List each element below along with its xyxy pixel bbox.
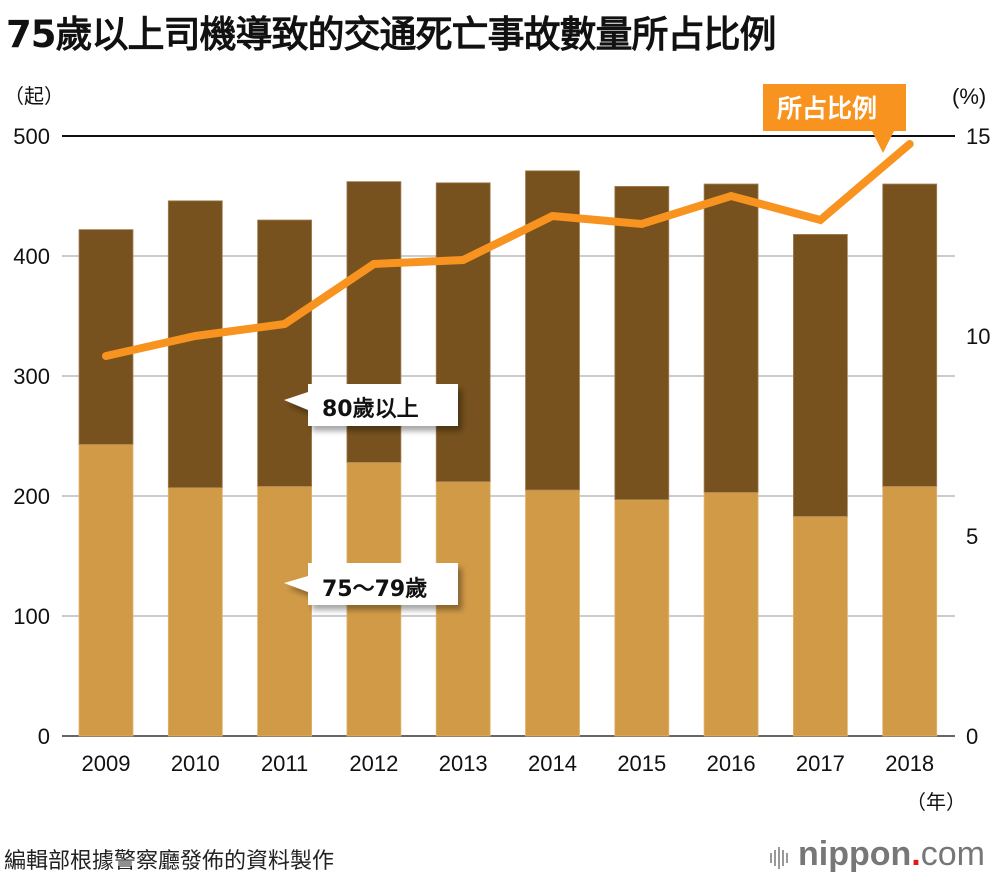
axis-labels: 0 100 200 300 400 500 0 5 10 15 2009 2010 2011 2012 20… (13, 124, 990, 776)
bar-75-79-2015 (614, 499, 670, 737)
bar-80-plus-2013 (435, 182, 491, 482)
source-note: 編輯部根據警察廳發佈的資料製作 (4, 849, 335, 874)
right-axis-unit: (%) (952, 84, 987, 109)
sound-wave-icon (770, 837, 790, 876)
callout-ratio-label: 所占比例 (777, 94, 877, 123)
logo-brand: nippon (798, 835, 912, 873)
logo-dot: . (911, 835, 921, 873)
ratio-line-path (102, 140, 914, 360)
bar-75-79-2011 (257, 485, 313, 737)
x-tick-label: 2017 (796, 751, 845, 776)
x-tick-label: 2014 (528, 751, 577, 776)
callout-ratio (763, 84, 906, 153)
callout-75-79-label: 75〜79歲 (322, 577, 427, 602)
bar-75-79-2010 (167, 487, 223, 737)
bar-80-plus-2010 (167, 200, 223, 488)
bar-80-plus-2011 (257, 219, 313, 487)
bars (78, 170, 938, 737)
y-tick-label: 300 (13, 364, 50, 389)
y2-tick-label: 15 (966, 124, 990, 149)
x-tick-label: 2012 (349, 751, 398, 776)
y-tick-label: 200 (13, 484, 50, 509)
bar-75-79-2017 (793, 516, 848, 737)
logo-tld: com (920, 835, 985, 873)
x-tick-label: 2018 (885, 751, 934, 776)
x-tick-label: 2016 (707, 751, 756, 776)
ratio-line (102, 140, 914, 360)
y-tick-label: 400 (13, 244, 50, 269)
bar-80-plus-2009 (78, 229, 134, 445)
y-tick-label: 100 (13, 604, 50, 629)
bar-75-79-2016 (703, 491, 759, 737)
callout-80-plus (284, 384, 458, 426)
y2-tick-label: 5 (966, 524, 978, 549)
y-tick-label: 500 (13, 124, 50, 149)
y2-tick-label: 0 (966, 724, 978, 749)
x-tick-label: 2013 (439, 751, 488, 776)
x-tick-label: 2010 (171, 751, 220, 776)
callout-80-plus-label: 80歲以上 (322, 397, 419, 422)
callout-75-79 (284, 563, 458, 605)
x-tick-label: 2009 (82, 751, 131, 776)
y2-tick-label: 10 (966, 324, 990, 349)
bar-75-79-2009 (78, 443, 134, 737)
bar-80-plus-2017 (793, 233, 848, 517)
x-axis-unit: （年） (906, 790, 966, 814)
x-tick-label: 2011 (261, 751, 308, 776)
bar-80-plus-2018 (882, 183, 938, 487)
bar-75-79-2014 (525, 489, 580, 737)
bar-80-plus-2015 (614, 185, 670, 501)
x-tick-label: 2015 (617, 751, 666, 776)
bar-75-79-2018 (882, 485, 938, 737)
bar-75-79-2013 (435, 481, 491, 737)
y-tick-label: 0 (38, 724, 50, 749)
left-axis-unit: （起） (4, 84, 64, 108)
nippon-logo: nippon.com (770, 835, 985, 876)
chart-title: 75歲以上司機導致的交通死亡事故數量所占比例 (6, 13, 776, 56)
bar-80-plus-2016 (703, 183, 759, 493)
